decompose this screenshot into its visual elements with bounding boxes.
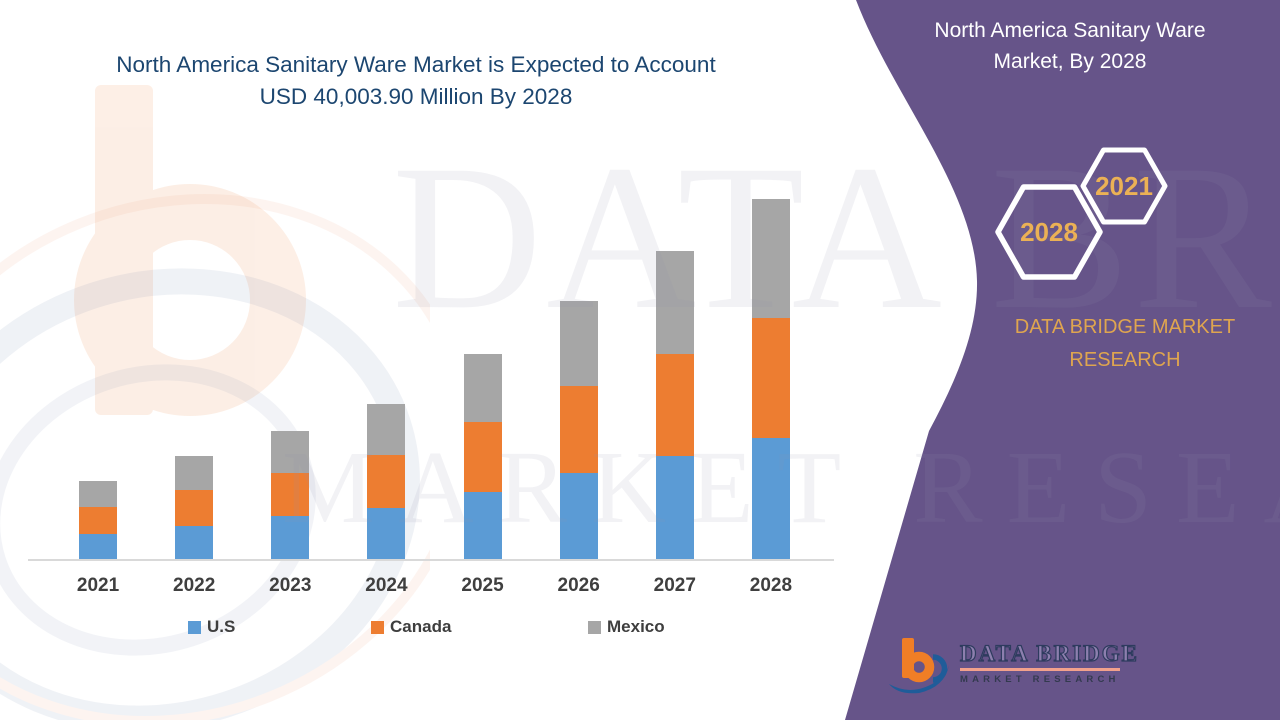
legend-swatch-canada [371,620,384,634]
bar-slot-2021 [50,199,146,559]
stacked-bar-2028 [751,199,790,559]
hex-badges: 2021 2028 [995,147,1168,280]
chart-title-line2: USD 40,003.90 Million By 2028 [259,84,573,109]
stacked-bar-2023 [271,431,310,559]
stacked-bar-2025 [463,354,502,559]
legend-swatch-us [188,620,201,634]
legend-item-us: U.S [188,617,235,637]
segment-mexico-2023 [271,431,310,473]
stacked-bar-2022 [175,456,214,559]
legend-item-mexico: Mexico [588,617,665,637]
legend-label-mexico: Mexico [607,617,665,636]
segment-us-2028 [751,438,790,559]
segment-mexico-2027 [655,251,694,355]
stacked-bar-2027 [655,251,694,559]
segment-canada-2024 [367,455,406,508]
segment-us-2024 [367,508,406,559]
segment-mexico-2021 [79,481,118,507]
databridge-logo-icon [889,638,949,694]
x-axis-labels: 2021 2022 2023 2024 2025 2026 2027 2028 [50,575,819,597]
legend-item-canada: Canada [371,617,451,637]
plot-area [50,199,819,559]
segment-mexico-2024 [367,404,406,455]
segment-mexico-2026 [559,301,598,386]
chart-title-line1: North America Sanitary Ware Market is Ex… [116,52,716,77]
stacked-bar-2021 [79,481,118,559]
stacked-bar-2024 [367,404,406,559]
x-label-2028: 2028 [749,575,793,596]
bar-slot-2024 [338,199,434,559]
segment-us-2023 [271,516,310,559]
segment-canada-2023 [271,473,310,516]
legend-label-canada: Canada [390,617,452,636]
bar-slot-2025 [435,199,531,559]
segment-canada-2021 [79,507,118,534]
segment-canada-2027 [655,354,694,457]
logo-brand-text: DATA BRIDGE [959,641,1139,666]
logo-tagline-text: MARKET RESEARCH [960,674,1120,685]
databridge-logo: DATA BRIDGE MARKET RESEARCH [888,634,1139,700]
side-panel-brand-name: DATA BRIDGE MARKET RESEARCH [1014,316,1236,371]
x-axis-line [28,559,834,561]
bar-slot-2026 [531,199,627,559]
segment-canada-2022 [175,490,214,526]
chart-legend: U.S Canada Mexico [0,617,832,643]
hex-badge-2028-label: 2028 [1020,217,1078,247]
chart-title: North America Sanitary Ware Market is Ex… [0,49,832,113]
segment-us-2022 [175,526,214,559]
segment-mexico-2022 [175,456,214,490]
x-label-2027: 2027 [653,575,696,596]
legend-swatch-mexico [588,620,601,634]
stacked-bar-2026 [559,301,598,559]
segment-mexico-2025 [463,354,502,422]
side-panel-title: North America Sanitary Ware Market, By 2… [934,19,1206,73]
x-label-2022: 2022 [173,575,216,596]
segment-canada-2028 [751,318,790,438]
x-label-2023: 2023 [269,575,312,596]
segment-us-2027 [655,456,694,559]
bar-slot-2027 [627,199,723,559]
hex-badge-2021-label: 2021 [1095,171,1153,201]
legend-label-us: U.S [207,617,236,636]
segment-us-2021 [79,534,118,559]
segment-us-2025 [463,492,502,559]
segment-us-2026 [559,473,598,559]
x-label-2021: 2021 [76,575,120,596]
bar-slot-2023 [242,199,338,559]
x-label-2026: 2026 [557,575,600,596]
x-label-2025: 2025 [461,575,504,596]
bar-slot-2028 [723,199,819,559]
logo-underline [960,668,1120,671]
segment-mexico-2028 [751,199,790,318]
bar-slot-2022 [146,199,242,559]
segment-canada-2025 [463,422,502,492]
x-label-2024: 2024 [365,575,408,596]
segment-canada-2026 [559,386,598,473]
